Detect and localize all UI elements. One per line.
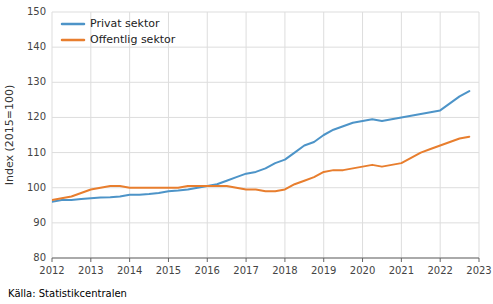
x-grid-line xyxy=(479,12,480,258)
y-tick-label: 130 xyxy=(27,76,46,87)
legend-label: Privat sektor xyxy=(90,17,160,30)
x-grid-line xyxy=(284,12,285,258)
x-tick-mark xyxy=(362,258,363,262)
x-tick-mark xyxy=(168,258,169,262)
x-tick-label: 2023 xyxy=(466,265,491,276)
y-tick-label: 90 xyxy=(33,217,46,228)
chart: 80 90 100 110 120 130 140 150 2012 2013 2014 2015 20… xyxy=(0,0,493,304)
x-tick-label: 2014 xyxy=(117,265,142,276)
series-line xyxy=(52,91,469,202)
x-grid-line xyxy=(90,12,91,258)
x-grid-line xyxy=(246,12,247,258)
y-grid-line xyxy=(52,187,479,188)
y-grid-line xyxy=(52,117,479,118)
y-grid-line xyxy=(52,82,479,83)
y-grid-line xyxy=(52,222,479,223)
x-tick-label: 2022 xyxy=(427,265,452,276)
x-tick-mark xyxy=(207,258,208,262)
x-tick-mark xyxy=(323,258,324,262)
x-tick-mark xyxy=(52,258,53,262)
x-grid-line xyxy=(129,12,130,258)
y-tick-label: 100 xyxy=(27,182,46,193)
plot-area xyxy=(52,91,469,202)
x-tick-mark xyxy=(284,258,285,262)
source-text: Källa: Statistikcentralen xyxy=(8,288,127,299)
x-tick-label: 2021 xyxy=(389,265,414,276)
legend-swatch xyxy=(62,23,84,26)
x-tick-mark xyxy=(246,258,247,262)
x-tick-label: 2020 xyxy=(350,265,375,276)
x-grid-line xyxy=(401,12,402,258)
y-tick-label: 110 xyxy=(27,147,46,158)
y-tick-label: 80 xyxy=(33,252,46,263)
x-tick-mark xyxy=(90,258,91,262)
y-grid-line xyxy=(52,47,479,48)
x-tick-label: 2015 xyxy=(156,265,181,276)
x-grid-line xyxy=(207,12,208,258)
x-tick-mark xyxy=(479,258,480,262)
x-tick-label: 2013 xyxy=(78,265,103,276)
y-grid-line xyxy=(52,152,479,153)
x-grid-line xyxy=(52,12,53,258)
axes: 80 90 100 110 120 130 140 150 2012 2013 2014 2015 20… xyxy=(3,6,492,276)
y-axis-label: Index (2015=100) xyxy=(3,85,16,186)
x-tick-mark xyxy=(401,258,402,262)
x-grid-line xyxy=(362,12,363,258)
x-grid-line xyxy=(440,12,441,258)
y-grid-line xyxy=(52,12,479,13)
legend-label: Offentlig sektor xyxy=(90,33,176,46)
legend: Privat sektor Offentlig sektor xyxy=(62,17,176,46)
x-tick-label: 2017 xyxy=(233,265,258,276)
y-tick-label: 120 xyxy=(27,111,46,122)
x-tick-label: 2018 xyxy=(272,265,297,276)
y-tick-label: 140 xyxy=(27,41,46,52)
series-line xyxy=(52,137,469,200)
x-grid-line xyxy=(168,12,169,258)
x-tick-label: 2016 xyxy=(195,265,220,276)
x-tick-label: 2012 xyxy=(39,265,64,276)
legend-swatch xyxy=(62,39,84,42)
y-tick-label: 150 xyxy=(27,6,46,17)
y-grid-line xyxy=(52,258,479,259)
page: {"chart_data": { "type": "line", "ylabel… xyxy=(0,0,493,304)
x-tick-mark xyxy=(440,258,441,262)
grid xyxy=(52,12,479,258)
x-tick-mark xyxy=(129,258,130,262)
x-tick-label: 2019 xyxy=(311,265,336,276)
x-axis-line xyxy=(52,258,479,259)
